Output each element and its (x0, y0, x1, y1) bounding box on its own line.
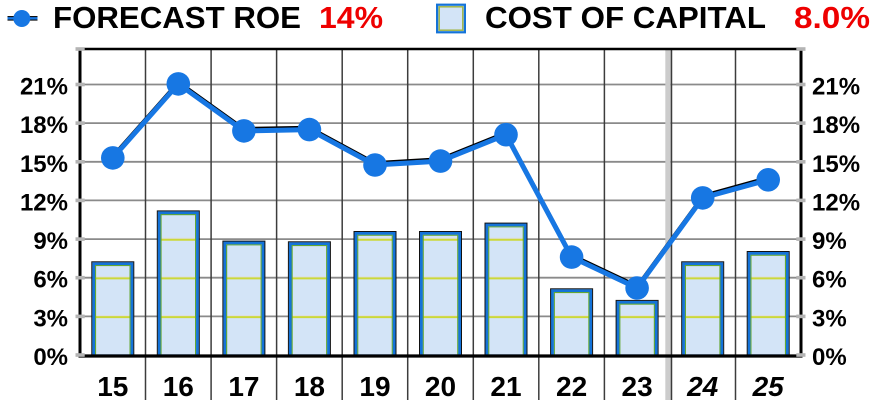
svg-text:9%: 9% (33, 228, 68, 255)
svg-text:22: 22 (556, 371, 587, 402)
svg-text:16: 16 (163, 371, 194, 402)
svg-text:3%: 3% (33, 305, 68, 332)
svg-text:19: 19 (359, 371, 390, 402)
svg-text:24: 24 (686, 371, 719, 402)
svg-text:FORECAST ROE: FORECAST ROE (53, 0, 301, 35)
svg-text:18%: 18% (812, 112, 860, 139)
svg-text:6%: 6% (812, 267, 847, 294)
svg-text:3%: 3% (812, 305, 847, 332)
svg-text:23: 23 (622, 371, 653, 402)
svg-text:15: 15 (97, 371, 128, 402)
svg-text:18%: 18% (20, 112, 68, 139)
svg-text:15%: 15% (20, 151, 68, 178)
svg-text:0%: 0% (33, 344, 68, 371)
svg-text:15%: 15% (812, 151, 860, 178)
svg-text:14%: 14% (319, 0, 383, 35)
svg-text:6%: 6% (33, 267, 68, 294)
svg-text:25: 25 (752, 371, 785, 402)
svg-text:20: 20 (425, 371, 456, 402)
svg-text:17: 17 (228, 371, 259, 402)
svg-text:8.0%: 8.0% (794, 0, 870, 35)
svg-text:21%: 21% (812, 74, 860, 101)
svg-text:12%: 12% (812, 189, 860, 216)
svg-text:21: 21 (490, 371, 521, 402)
svg-text:18: 18 (294, 371, 325, 402)
svg-text:21%: 21% (20, 74, 68, 101)
svg-text:9%: 9% (812, 228, 847, 255)
svg-text:12%: 12% (20, 189, 68, 216)
svg-text:0%: 0% (812, 344, 847, 371)
svg-text:COST OF CAPITAL: COST OF CAPITAL (485, 0, 766, 35)
